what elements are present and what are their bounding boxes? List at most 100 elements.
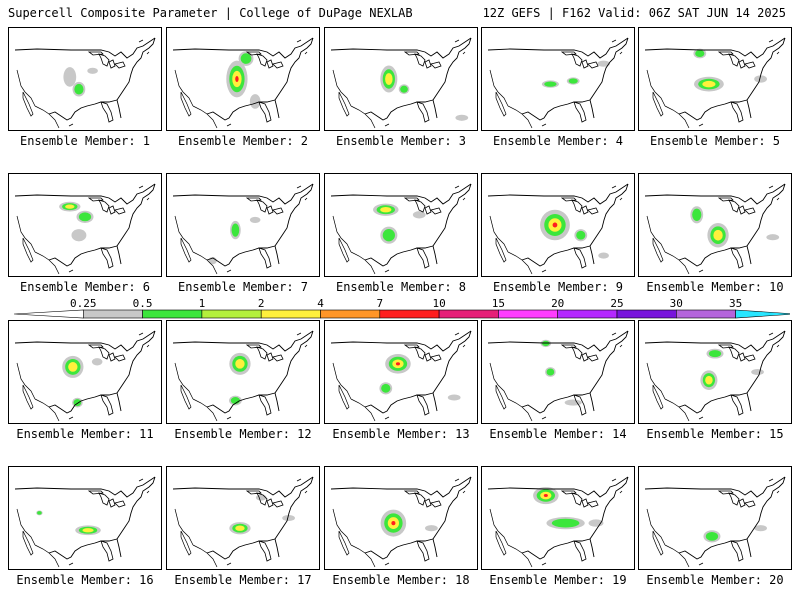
color-scale-segment <box>557 309 618 319</box>
scp-contour <box>380 207 392 213</box>
scp-contour <box>395 362 401 366</box>
ensemble-member-label: Ensemble Member: 7 <box>177 280 309 294</box>
scp-contour <box>249 216 261 223</box>
map-outline <box>644 476 786 568</box>
ensemble-member-map <box>166 173 320 277</box>
ensemble-member-label: Ensemble Member: 12 <box>174 427 312 441</box>
ensemble-member-label: Ensemble Member: 4 <box>492 134 624 148</box>
ensemble-member-label: Ensemble Member: 19 <box>489 573 627 587</box>
scp-contour <box>400 85 408 93</box>
color-scale-segment <box>142 309 203 319</box>
color-scale-segment <box>13 309 84 319</box>
color-scale-segment <box>616 309 677 319</box>
us-basemap <box>14 37 156 129</box>
us-basemap <box>172 183 314 275</box>
scp-contour <box>71 229 87 242</box>
ensemble-member-label: Ensemble Member: 2 <box>177 134 309 148</box>
map-outline <box>487 330 629 422</box>
us-basemap <box>487 330 629 422</box>
scp-contour <box>68 362 78 372</box>
ensemble-member-label: Ensemble Member: 17 <box>174 573 312 587</box>
scp-contour <box>705 375 713 385</box>
map-outline <box>172 183 314 275</box>
scp-contour <box>74 83 84 95</box>
map-outline <box>172 476 314 568</box>
scp-contour <box>576 230 586 240</box>
us-basemap <box>14 330 156 422</box>
scp-contour <box>754 75 767 83</box>
scp-contour <box>588 519 604 527</box>
scp-contour <box>249 94 261 109</box>
scp-contour <box>543 494 548 498</box>
ensemble-member-label: Ensemble Member: 1 <box>19 134 151 148</box>
us-basemap <box>172 37 314 129</box>
ensemble-member-map <box>8 466 162 570</box>
color-scale-tick-label: 1 <box>199 298 206 310</box>
scp-contour <box>754 525 767 532</box>
scp-contour <box>82 528 94 533</box>
ensemble-member-map <box>8 320 162 424</box>
map-outline <box>330 37 472 129</box>
scp-contour <box>231 223 240 237</box>
scp-contour <box>568 78 578 84</box>
color-scale-tick-label: 20 <box>551 298 564 310</box>
scp-contour <box>552 222 558 228</box>
ensemble-member-map <box>481 466 635 570</box>
color-scale-tick-label: 4 <box>317 298 324 310</box>
us-basemap <box>644 476 786 568</box>
scp-contour <box>713 229 723 241</box>
color-scale-bar: 0.25 0.5 1 2 4 7 10 15 20 25 30 35 <box>13 298 790 319</box>
scp-contour <box>87 67 98 74</box>
ensemble-member-label: Ensemble Member: 5 <box>649 134 781 148</box>
scp-contour <box>564 399 582 406</box>
scp-contour <box>235 358 245 369</box>
scp-contour <box>751 368 764 376</box>
us-basemap <box>487 37 629 129</box>
us-basemap <box>330 37 472 129</box>
color-scale-tick-label: 2 <box>258 298 265 310</box>
ensemble-member-map <box>324 173 478 277</box>
scp-contour <box>597 60 610 67</box>
ensemble-member-label: Ensemble Member: 11 <box>16 427 154 441</box>
ensemble-member-map <box>8 27 162 131</box>
chart-title: Supercell Composite Parameter | College … <box>8 6 413 20</box>
scp-contour <box>37 511 42 515</box>
ensemble-member-map <box>481 173 635 277</box>
scp-contour <box>551 518 580 528</box>
color-scale-tick-label: 35 <box>729 298 742 310</box>
us-basemap <box>172 476 314 568</box>
map-outline <box>14 330 156 422</box>
ensemble-member-label: Ensemble Member: 16 <box>16 573 154 587</box>
ensemble-member-map <box>8 173 162 277</box>
scp-contour <box>78 212 92 222</box>
color-scale-tick-label: 10 <box>432 298 445 310</box>
ensemble-member-map <box>481 27 635 131</box>
us-basemap <box>330 183 472 275</box>
ensemble-member-map <box>166 27 320 131</box>
ensemble-member-map <box>481 320 635 424</box>
color-scale-tick-label: 25 <box>610 298 623 310</box>
ensemble-member-map <box>638 466 792 570</box>
ensemble-member-map <box>324 466 478 570</box>
map-outline <box>330 330 472 422</box>
color-scale-tick-label: 30 <box>670 298 683 310</box>
ensemble-member-label: Ensemble Member: 14 <box>489 427 627 441</box>
scp-contour <box>708 350 722 358</box>
scp-contour <box>425 525 438 532</box>
color-scale-segment <box>320 309 381 319</box>
ensemble-member-map <box>166 466 320 570</box>
color-scale-tick-label: 0.5 <box>133 298 153 310</box>
ensemble-member-label: Ensemble Member: 13 <box>332 427 470 441</box>
scp-contour <box>412 211 426 219</box>
scp-contour <box>282 514 295 522</box>
color-scale-segment <box>498 309 558 319</box>
scp-contour <box>702 80 716 88</box>
ensemble-member-label: Ensemble Member: 3 <box>335 134 467 148</box>
scp-contour <box>391 520 396 526</box>
map-outline <box>330 183 472 275</box>
us-basemap <box>644 37 786 129</box>
map-outline <box>14 183 156 275</box>
ensemble-member-map <box>638 320 792 424</box>
us-basemap <box>14 476 156 568</box>
us-basemap <box>330 476 472 568</box>
